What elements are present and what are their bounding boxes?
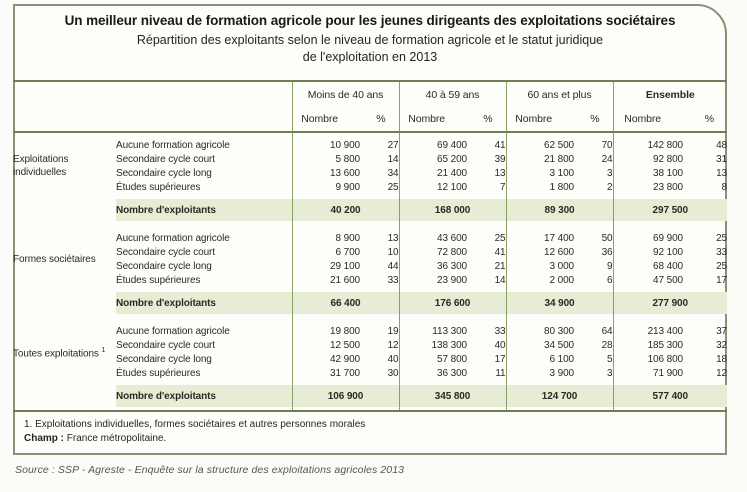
col-header-40-59: 40 à 59 ans (398, 81, 506, 107)
subheader-pct: % (360, 107, 399, 133)
subheader-nombre: Nombre (612, 107, 684, 133)
total-row: Nombre d'exploitants 106 900 345 800 124… (13, 385, 728, 407)
total-row: Nombre d'exploitants 40 200 168 000 89 3… (13, 199, 728, 221)
subheader-nombre: Nombre (398, 107, 467, 133)
row-group-label: Formes sociétaires (13, 253, 96, 265)
col-header-60-plus: 60 ans et plus (505, 81, 614, 107)
table-row: Secondaire cycle court 5 800 14 65 200 39 … (116, 152, 728, 166)
row-group-label: Exploitations individuelles (13, 154, 69, 178)
subheader-pct: % (574, 107, 614, 133)
header-row-age: Moins de 40 ans 40 à 59 ans 60 ans et pl… (13, 81, 728, 133)
header-corner-cell (13, 81, 292, 133)
table-row: Secondaire cycle long 13 600 34 21 400 13 … (116, 166, 728, 180)
champ-note: Champ : France métropolitaine. (24, 432, 167, 444)
table-row: Exploitations individuelles Aucune forma… (13, 138, 727, 178)
total-row: Nombre d'exploitants 66 400 176 600 34 9… (13, 292, 728, 314)
subheader-pct: % (467, 107, 506, 133)
subheader-pct: % (683, 107, 728, 133)
table-row: Études supérieures 31 700 30 36 300 11 3 9… (116, 366, 728, 380)
subheader-nombre: Nombre (505, 107, 574, 133)
subtitle-line-2: de l'exploitation en 2013 (302, 50, 438, 64)
footnote-ref: 1 (101, 346, 106, 354)
figure-frame: Un meilleur niveau de formation agricole… (13, 4, 727, 455)
footnote-1: 1. Exploitations individuelles, formes s… (24, 419, 366, 430)
row-group-label: Toutes exploitations 1 (13, 346, 106, 360)
subtitle-line-1: Répartition des exploitants selon le niv… (136, 33, 604, 47)
total-label: Nombre d'exploitants (116, 385, 292, 407)
table-row: Toutes exploitations 1 Aucune formation … (13, 324, 727, 359)
title-block: Un meilleur niveau de formation agricole… (15, 13, 725, 66)
subheader-nombre: Nombre (291, 107, 360, 133)
col-header-moins-40: Moins de 40 ans (291, 81, 399, 107)
footnotes-block: 1. Exploitations individuelles, formes s… (24, 418, 365, 445)
table-row: Secondaire cycle court 6 700 10 72 800 41 … (116, 245, 728, 259)
figure-subtitle: Répartition des exploitants selon le niv… (15, 32, 725, 66)
table-row: Formes sociétaires Aucune formation agri… (13, 231, 727, 265)
table-row: Secondaire cycle long 29 100 44 36 300 21 … (116, 259, 728, 273)
table-row: Secondaire cycle court 12 500 12 138 300 4… (116, 338, 728, 352)
total-label: Nombre d'exploitants (116, 292, 292, 314)
total-label: Nombre d'exploitants (116, 199, 292, 221)
source-line: Source : SSP - Agreste - Enquête sur la … (15, 464, 405, 476)
table-row: Secondaire cycle long 42 900 40 57 800 17 … (116, 352, 728, 366)
figure-title: Un meilleur niveau de formation agricole… (64, 13, 676, 28)
table-row: Études supérieures 9 900 25 12 100 7 1 800… (116, 180, 728, 194)
header-row-sub: Nombre % Nombre % Nombre % Nombre % (13, 107, 728, 133)
statistics-table: Moins de 40 ans 40 à 59 ans 60 ans et pl… (13, 80, 727, 412)
row-label: Aucune formation agricole (116, 139, 230, 151)
table-row: Études supérieures 21 600 33 23 900 14 2 0… (116, 273, 728, 287)
col-header-ensemble: Ensemble (612, 81, 728, 107)
